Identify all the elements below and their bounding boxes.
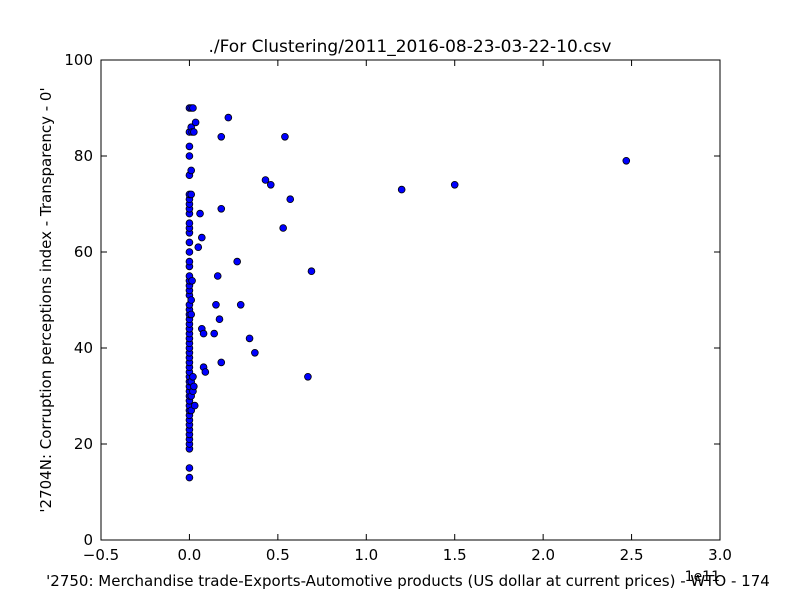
data-point xyxy=(190,401,199,410)
x-tick-label: 0.5 xyxy=(266,546,290,564)
data-point xyxy=(397,185,406,194)
x-axis: −0.5 0.0 0.5 1.0 1.5 2.0 2.5 3.0 xyxy=(83,60,732,564)
data-point xyxy=(233,257,241,266)
points-layer xyxy=(185,104,631,482)
x-tick-label: 1.0 xyxy=(354,546,378,564)
y-tick-label: 100 xyxy=(64,51,93,69)
data-point xyxy=(210,329,218,338)
data-point xyxy=(217,133,226,141)
x-tick-label: 2.5 xyxy=(620,546,644,564)
x-tick-label: 3.0 xyxy=(708,546,732,564)
data-point xyxy=(261,176,270,184)
data-point xyxy=(187,166,196,175)
data-point xyxy=(224,113,233,122)
data-point xyxy=(187,310,196,319)
y-tick-label: 60 xyxy=(74,243,93,261)
data-point xyxy=(185,152,194,160)
x-tick-label: 2.0 xyxy=(531,546,555,564)
data-point xyxy=(189,104,197,112)
x-tick-label: −0.5 xyxy=(83,546,119,564)
data-point xyxy=(281,133,289,141)
data-point xyxy=(215,315,224,324)
data-point xyxy=(286,195,295,204)
y-tick-label: 80 xyxy=(74,147,93,165)
data-point xyxy=(266,181,275,189)
data-point xyxy=(217,358,226,367)
data-point xyxy=(185,257,194,266)
data-point xyxy=(201,368,210,376)
data-point xyxy=(307,267,316,276)
data-point xyxy=(185,219,194,228)
data-point xyxy=(279,224,287,232)
data-point xyxy=(212,300,220,309)
data-point xyxy=(304,372,312,381)
data-point xyxy=(185,464,194,472)
x-tick-label: 0.0 xyxy=(177,546,201,564)
data-point xyxy=(188,276,196,285)
plot-frame xyxy=(100,59,721,541)
y-axis: 0 20 40 60 80 100 xyxy=(64,51,720,549)
y-tick-label: 20 xyxy=(74,435,93,453)
data-point xyxy=(194,243,203,252)
data-point xyxy=(189,372,197,381)
data-point xyxy=(187,296,196,304)
data-point xyxy=(622,157,631,165)
data-point xyxy=(190,128,198,136)
data-point xyxy=(185,248,194,256)
data-point xyxy=(245,334,254,343)
data-point xyxy=(450,181,459,189)
data-point xyxy=(251,348,259,357)
chart-title: ./For Clustering/2011_2016-08-23-03-22-1… xyxy=(209,37,612,57)
data-point xyxy=(199,329,208,338)
data-point xyxy=(196,209,204,218)
x-axis-label: '2750: Merchandise trade-Exports-Automot… xyxy=(46,572,770,590)
data-point xyxy=(185,238,194,247)
x-tick-label: 1.5 xyxy=(443,546,467,564)
data-point xyxy=(187,190,196,199)
data-point xyxy=(185,473,194,482)
data-point xyxy=(191,118,200,127)
x-offset-text: 1e11 xyxy=(685,569,720,585)
y-tick-label: 40 xyxy=(74,339,93,357)
data-point xyxy=(213,272,222,280)
data-point xyxy=(185,142,194,151)
y-axis-label: '2704N: Corruption perceptions index - T… xyxy=(37,87,55,512)
data-point xyxy=(190,382,198,391)
data-point xyxy=(236,300,245,309)
data-point xyxy=(198,233,206,242)
y-tick-label: 0 xyxy=(83,531,93,549)
data-point xyxy=(217,205,226,213)
